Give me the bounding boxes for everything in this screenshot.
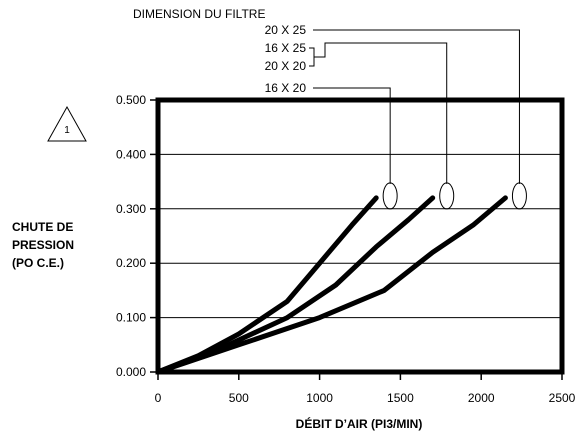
y-tick-label-4: 0.400 (116, 147, 146, 161)
filter-label-1: 16 X 25 (265, 41, 307, 55)
note-marker-number: 1 (64, 125, 70, 136)
y-tick-label-0: 0.000 (116, 365, 146, 379)
x-tick-label-1: 500 (229, 391, 249, 405)
series-end-marker-1 (439, 182, 455, 210)
y-tick-label-1: 0.100 (116, 311, 146, 325)
series-line-0 (155, 195, 379, 375)
series-line-2 (155, 195, 508, 375)
x-tick-label-5: 2500 (549, 391, 576, 405)
series-end-marker-0 (382, 182, 398, 210)
x-axis-label: DÉBIT D’AIR (PI3/MIN) (296, 416, 423, 431)
y-tick-label-5: 0.500 (116, 93, 146, 107)
series-layer (155, 195, 508, 375)
y-tick-label-2: 0.200 (116, 256, 146, 270)
y-tick-labels: 0.000 0.100 0.200 0.300 0.400 0.500 (116, 93, 158, 379)
x-tick-label-0: 0 (155, 391, 162, 405)
x-tick-label-4: 2000 (468, 391, 495, 405)
y-axis-label-line-1: CHUTE DE (12, 220, 73, 234)
note-triangle-icon (47, 105, 87, 142)
chart-title: DIMENSION DU FILTRE (133, 7, 265, 21)
filter-label-3: 16 X 20 (265, 81, 307, 95)
series-line-1 (155, 195, 436, 375)
y-axis-label-line-3: (PO C.E.) (12, 256, 64, 270)
leader-line-bracket (309, 42, 448, 184)
leader-line-16x20 (313, 87, 391, 184)
leader-layer (309, 29, 527, 210)
y-tick-label-3: 0.300 (116, 202, 146, 216)
filter-label-2: 20 X 20 (265, 59, 307, 73)
grid-lines (158, 153, 562, 319)
plot-frame (155, 97, 565, 375)
filter-labels: 20 X 25 16 X 25 20 X 20 16 X 20 (265, 23, 307, 95)
filter-label-0: 20 X 25 (265, 23, 307, 37)
leader-line-20x25 (313, 29, 520, 184)
x-tick-label-2: 1000 (306, 391, 333, 405)
x-tick-label-3: 1500 (387, 391, 414, 405)
series-end-marker-2 (511, 182, 527, 210)
x-tick-labels: 0 500 1000 1500 2000 2500 (155, 372, 576, 405)
y-axis-label-line-2: PRESSION (12, 238, 74, 252)
